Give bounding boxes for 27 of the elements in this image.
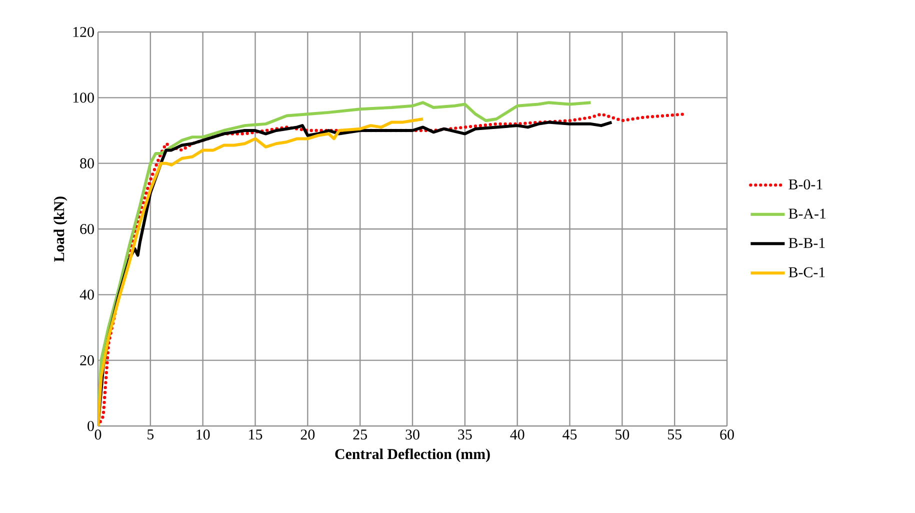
y-tick-label: 120 [73,26,94,38]
x-tick-label: 35 [458,430,472,440]
x-tick-label: 5 [148,430,154,440]
x-tick-label: 0 [94,430,102,440]
y-tick-label: 0 [88,420,94,432]
x-tick-label: 50 [616,430,630,440]
y-axis-title: Load (kN) [54,196,68,262]
x-axis-title: Central Deflection (mm) [335,448,490,462]
legend-label: B-A-1 [788,208,826,219]
y-tick-label: 60 [80,224,94,234]
y-tick-label: 100 [73,92,94,103]
x-tick-label: 10 [196,430,210,440]
x-tick-label: 55 [668,430,682,440]
y-tick-label: 40 [80,290,94,300]
x-tick-label: 45 [562,430,577,440]
y-tick-label: 20 [80,355,94,366]
x-tick-label: 60 [720,430,734,440]
legend-label: B-0-1 [788,179,822,190]
x-tick-label: 40 [510,430,524,440]
x-tick-label: 15 [249,430,262,440]
x-tick-label: 30 [406,430,420,440]
y-tick-label: 80 [80,158,94,168]
x-tick-label: 20 [300,430,315,440]
legend-label: B-C-1 [788,267,825,278]
line-series [98,118,424,426]
legend-label: B-B-1 [788,238,825,248]
x-tick-label: 25 [353,430,367,440]
